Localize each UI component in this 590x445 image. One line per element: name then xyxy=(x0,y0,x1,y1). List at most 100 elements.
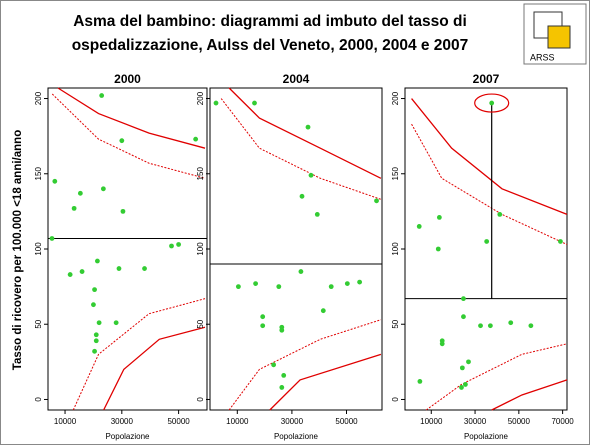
funnel-curve xyxy=(228,319,382,411)
x-axis-label: Popolazione xyxy=(105,432,150,441)
point xyxy=(279,385,285,390)
point xyxy=(193,136,199,142)
funnel-curve xyxy=(411,123,568,245)
point xyxy=(213,100,219,106)
point xyxy=(344,281,350,287)
y-tick-label: 150 xyxy=(391,167,400,181)
point xyxy=(120,208,126,214)
point xyxy=(298,269,304,274)
x-axis-label: Popolazione xyxy=(464,432,509,441)
point xyxy=(374,198,379,204)
point xyxy=(176,242,182,247)
point xyxy=(93,332,99,338)
point xyxy=(91,302,96,308)
point xyxy=(417,379,423,384)
x-tick-label: 30000 xyxy=(111,417,134,426)
point xyxy=(439,341,445,347)
point xyxy=(435,246,441,252)
point xyxy=(484,239,490,244)
point xyxy=(169,243,174,249)
point xyxy=(328,284,334,290)
point xyxy=(116,266,122,271)
point xyxy=(252,100,257,106)
y-tick-label: 50 xyxy=(196,319,205,328)
point xyxy=(71,205,77,211)
point xyxy=(478,323,483,329)
point xyxy=(235,284,241,290)
y-tick-label: 150 xyxy=(196,167,205,181)
x-tick-label: 50000 xyxy=(335,417,358,426)
point xyxy=(508,320,514,326)
point xyxy=(119,138,125,144)
y-tick-label: 0 xyxy=(34,397,43,402)
point xyxy=(461,314,466,320)
x-tick-label: 10000 xyxy=(54,417,77,426)
point xyxy=(461,296,466,302)
x-tick-label: 30000 xyxy=(464,417,487,426)
point xyxy=(487,323,493,329)
point xyxy=(459,385,464,390)
funnel-curve xyxy=(103,326,206,411)
x-tick-label: 10000 xyxy=(226,417,249,426)
point xyxy=(489,100,495,106)
y-tick-label: 50 xyxy=(34,319,43,328)
y-tick-label: 100 xyxy=(391,242,400,256)
point xyxy=(96,320,102,326)
panel-title: 2007 xyxy=(473,72,500,86)
y-tick-label: 200 xyxy=(196,91,205,105)
point xyxy=(79,269,85,274)
point xyxy=(99,93,105,98)
panel-title: 2000 xyxy=(114,72,141,86)
point xyxy=(93,338,99,344)
point xyxy=(466,359,471,365)
funnel-curve xyxy=(72,298,206,411)
point xyxy=(95,258,100,264)
funnel-curve xyxy=(411,98,568,215)
x-tick-label: 10000 xyxy=(420,417,443,426)
point xyxy=(253,281,258,287)
point xyxy=(281,372,287,378)
y-tick-label: 50 xyxy=(391,319,400,328)
funnel-curve xyxy=(57,87,206,149)
point xyxy=(463,382,468,387)
point xyxy=(558,239,563,244)
y-tick-label: 100 xyxy=(196,242,205,256)
x-tick-label: 50000 xyxy=(167,417,190,426)
chart-title: ospedalizzazione, Aulss del Veneto, 2000… xyxy=(72,37,469,54)
point xyxy=(142,266,147,271)
point xyxy=(260,323,266,329)
panel-title: 2004 xyxy=(283,72,310,86)
point xyxy=(260,314,266,320)
point xyxy=(92,287,97,293)
point xyxy=(279,327,285,333)
logo-square xyxy=(547,25,571,49)
point xyxy=(416,224,422,229)
point xyxy=(497,211,503,217)
point xyxy=(320,308,326,314)
funnel-curve xyxy=(491,379,568,411)
y-tick-label: 200 xyxy=(34,91,43,105)
funnel-curve xyxy=(220,98,382,200)
y-tick-label: 200 xyxy=(391,91,400,105)
y-tick-label: 0 xyxy=(391,397,400,402)
point xyxy=(357,279,363,285)
point xyxy=(100,186,106,192)
point xyxy=(113,320,119,326)
funnel-curve xyxy=(228,87,382,179)
point xyxy=(49,236,55,241)
logo-text: ARSS xyxy=(530,52,555,62)
highlight-circle xyxy=(474,93,510,113)
point xyxy=(52,178,58,184)
y-tick-label: 150 xyxy=(34,167,43,181)
funnel-curve xyxy=(425,343,568,411)
point xyxy=(436,215,442,220)
funnel-curve xyxy=(269,353,382,411)
y-tick-label: 0 xyxy=(196,397,205,402)
x-tick-label: 50000 xyxy=(508,417,531,426)
point xyxy=(299,193,305,199)
x-tick-label: 70000 xyxy=(551,417,574,426)
point xyxy=(276,284,282,290)
point xyxy=(528,323,534,329)
point xyxy=(314,211,320,217)
